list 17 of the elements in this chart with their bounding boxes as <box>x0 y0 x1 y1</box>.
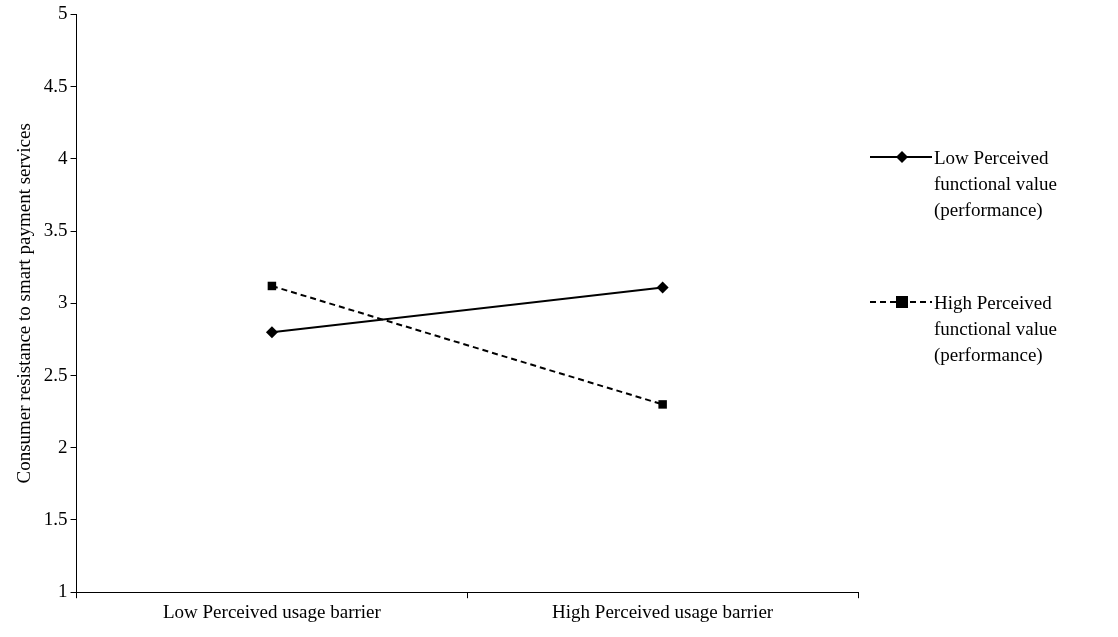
y-axis-title: Consumer resistance to smart payment services <box>13 123 35 484</box>
y-tick-label: 3.5 <box>43 219 68 241</box>
y-tick-label: 5 <box>58 2 68 24</box>
y-tick-label: 1 <box>58 580 68 602</box>
y-tick-label: 4 <box>58 146 69 168</box>
legend-label: High Perceived functional value (performance) <box>934 291 1058 367</box>
point <box>265 326 278 339</box>
point <box>656 281 669 294</box>
y-tick-label: 4.5 <box>43 74 68 96</box>
y-tick-label: 2.5 <box>43 363 68 385</box>
legend-label: Low Perceived functional value (performance) <box>934 146 1058 222</box>
y-tick-label: 2 <box>58 435 68 457</box>
x-tick-label: Low Perceived usage barrier <box>162 600 382 622</box>
point <box>658 400 667 409</box>
y-tick-label: 1.5 <box>43 507 68 529</box>
y-tick-label: 3 <box>58 291 68 313</box>
x-tick-label: High Perceived usage barrier <box>552 600 774 622</box>
